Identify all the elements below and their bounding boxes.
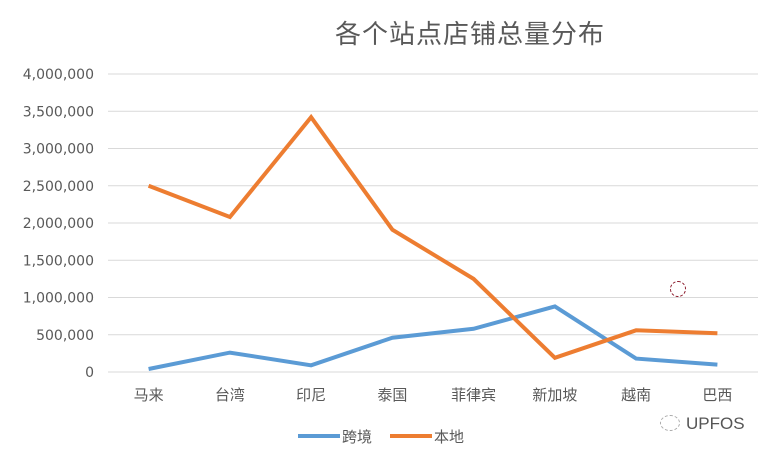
x-tick-label: 马来 [134,386,164,404]
y-tick-label: 2,000,000 [23,216,94,232]
x-tick-label: 菲律宾 [451,386,496,404]
x-tick-label: 越南 [621,386,651,404]
y-tick-label: 3,000,000 [23,142,94,158]
y-tick-label: 1,500,000 [23,253,94,269]
y-tick-label: 1,000,000 [23,291,94,307]
watermark: UPFOS [660,414,745,434]
wechat-logo-icon [660,415,680,431]
legend-label: 跨境 [342,428,372,446]
y-tick-label: 500,000 [36,328,94,344]
cursor-indicator-icon [670,281,686,297]
watermark-text: UPFOS [686,414,745,433]
x-tick-label: 新加坡 [532,386,577,404]
chart-title: 各个站点店铺总量分布 [334,20,605,50]
x-tick-label: 台湾 [215,386,245,404]
series-line-本地 [147,113,718,361]
y-tick-label: 2,500,000 [23,179,94,195]
y-tick-label: 0 [85,365,94,381]
x-tick-label: 印尼 [296,386,326,404]
series-line-跨境 [148,304,718,371]
y-tick-label: 3,500,000 [23,104,94,120]
x-tick-label: 巴西 [702,386,732,404]
x-tick-label: 泰国 [377,386,407,404]
y-tick-label: 4,000,000 [23,67,94,83]
legend-label: 本地 [434,428,464,446]
